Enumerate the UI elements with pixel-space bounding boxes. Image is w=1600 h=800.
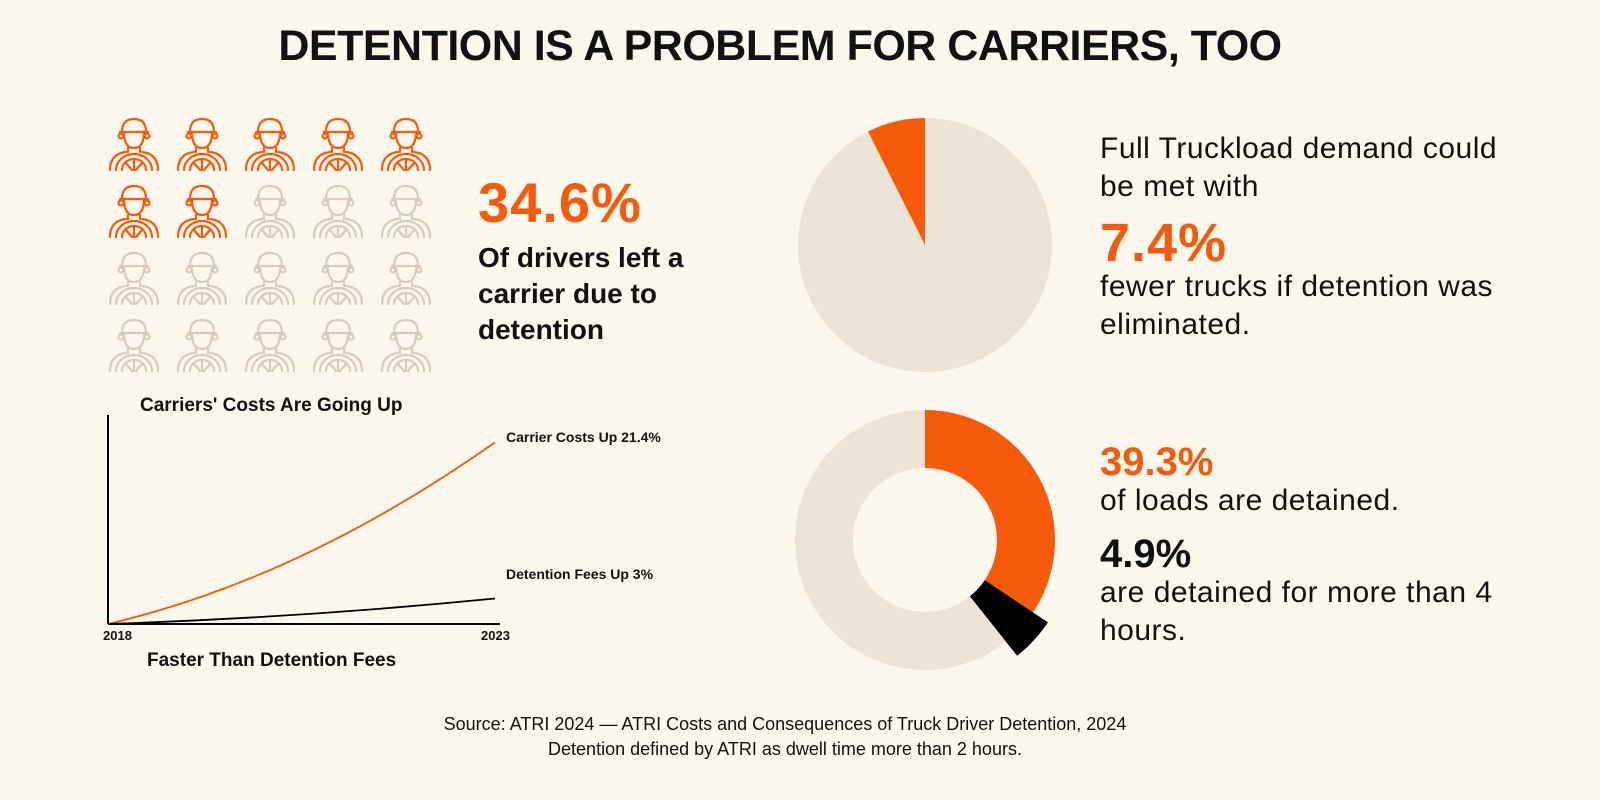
donut-slice-detained bbox=[925, 410, 1055, 613]
driver-icon bbox=[244, 184, 296, 239]
series-label-carrier-costs: Carrier Costs Up 21.4% bbox=[506, 429, 661, 445]
donut-stat-value-4h: 4.9% bbox=[1100, 532, 1192, 576]
line-chart bbox=[107, 415, 500, 625]
pie-stat-value: 7.4% bbox=[1100, 213, 1228, 273]
carrier-costs-line bbox=[107, 441, 496, 625]
x-tick-2018: 2018 bbox=[103, 628, 132, 643]
driver-icon bbox=[312, 117, 364, 172]
donut-stat-text-4h: are detained for more than 4 hours. bbox=[1100, 576, 1493, 647]
page-title: DETENTION IS A PROBLEM FOR CARRIERS, TOO bbox=[278, 22, 1282, 70]
driver-icon bbox=[312, 318, 364, 373]
donut-stat-value-detained: 39.3% bbox=[1100, 440, 1214, 484]
series-label-detention-fees: Detention Fees Up 3% bbox=[506, 566, 654, 582]
drivers-stat-text: Of drivers left a carrier due to detenti… bbox=[478, 242, 684, 345]
driver-icon bbox=[380, 184, 432, 239]
driver-icon bbox=[176, 251, 228, 306]
donut-slice-not-detained bbox=[795, 410, 1006, 670]
driver-icon bbox=[176, 184, 228, 239]
driver-icon bbox=[244, 117, 296, 172]
source-line-2: Detention defined by ATRI as dwell time … bbox=[548, 739, 1022, 759]
driver-icon bbox=[380, 117, 432, 172]
driver-icon bbox=[108, 318, 160, 373]
donut-slice-detained-more-than-4-hours bbox=[969, 580, 1048, 656]
drivers-stat-value: 34.6% bbox=[478, 171, 642, 234]
driver-icon bbox=[108, 251, 160, 306]
source-note: Source: ATRI 2024 — ATRI Costs and Conse… bbox=[0, 712, 1570, 762]
pie-charts bbox=[795, 118, 1055, 670]
driver-icon bbox=[312, 251, 364, 306]
driver-icon bbox=[176, 117, 228, 172]
driver-icon bbox=[176, 318, 228, 373]
pie-slice-fewer-trucks bbox=[868, 118, 925, 245]
source-line-1: Source: ATRI 2024 — ATRI Costs and Conse… bbox=[443, 714, 1127, 734]
driver-icon bbox=[108, 184, 160, 239]
driver-icon bbox=[380, 318, 432, 373]
x-tick-2023: 2023 bbox=[481, 628, 510, 643]
pie-stat-text-after: fewer trucks if detention was eliminated… bbox=[1100, 270, 1494, 341]
driver-icon bbox=[312, 184, 364, 239]
detention-fees-line bbox=[107, 597, 496, 625]
line-chart-title: Carriers' Costs Are Going Up bbox=[140, 395, 403, 416]
donut-stat-text-detained: of loads are detained. bbox=[1100, 484, 1400, 517]
pie-stat-text-before: Full Truckload demand could be met with bbox=[1100, 132, 1498, 203]
driver-icon bbox=[108, 117, 160, 172]
line-chart-subtitle: Faster Than Detention Fees bbox=[147, 650, 397, 671]
driver-icon bbox=[380, 251, 432, 306]
driver-icon-grid bbox=[100, 110, 445, 380]
driver-icon bbox=[244, 251, 296, 306]
driver-icon bbox=[244, 318, 296, 373]
